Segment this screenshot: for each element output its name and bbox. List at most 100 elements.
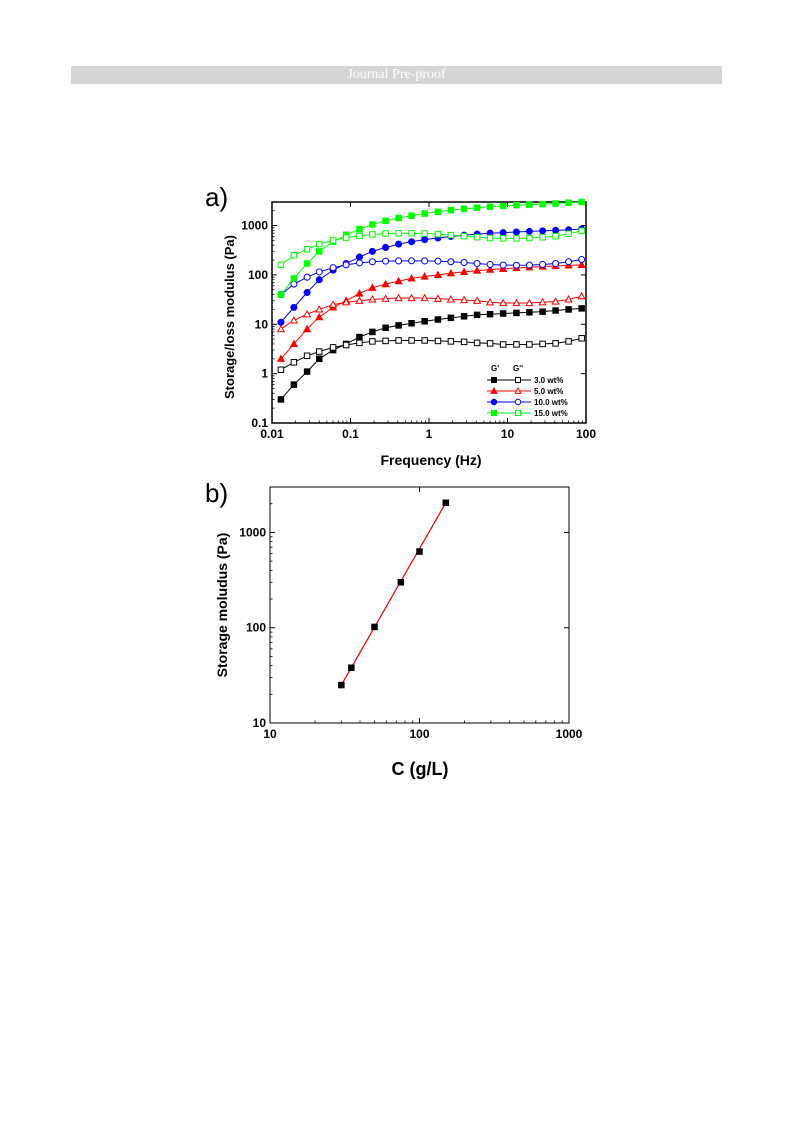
data-point [513, 235, 520, 242]
data-point [381, 279, 390, 288]
data-point [303, 352, 311, 360]
legend-label: 10.0 wt% [534, 398, 568, 407]
data-point [447, 338, 455, 345]
data-point [342, 234, 350, 241]
y-tick-label: 100 [248, 268, 268, 282]
data-point [315, 276, 323, 284]
data-point [526, 234, 533, 242]
data-point [369, 328, 376, 336]
data-point [328, 300, 338, 308]
data-point [499, 202, 507, 210]
data-point [539, 200, 546, 208]
data-point [355, 259, 363, 267]
data-point [434, 337, 442, 345]
x-tick-label: 0.1 [342, 427, 359, 441]
panel-a-legend: G' G'' 3.0 wt% 5.0 wt% 10.0 wt% 15.0 wt% [487, 364, 568, 418]
data-point [382, 337, 389, 345]
panel-b-x-axis-title: C (g/L) [392, 759, 449, 779]
data-point [277, 366, 285, 373]
data-point [446, 268, 456, 277]
panel-b-y-axis-title: Storage moludus (Pa) [214, 533, 230, 678]
data-point [408, 212, 415, 219]
data-point [525, 298, 534, 307]
data-point [356, 333, 363, 341]
data-point [303, 273, 311, 281]
data-point [408, 337, 415, 344]
data-point [486, 234, 494, 242]
legend-marker-gpp [515, 377, 521, 383]
data-point [421, 236, 429, 244]
data-point [315, 268, 323, 276]
data-point [565, 338, 572, 345]
data-point [341, 297, 351, 306]
panel-a-label: a) [205, 182, 228, 212]
x-tick-label: 1 [426, 427, 433, 441]
data-point [486, 260, 494, 268]
data-point [459, 295, 469, 304]
data-point [565, 199, 572, 206]
data-point [416, 548, 423, 555]
data-point [303, 260, 311, 267]
legend-label: 15.0 wt% [534, 409, 568, 418]
data-point [526, 309, 533, 316]
data-point [513, 201, 520, 209]
data-point [525, 227, 533, 235]
data-point [356, 339, 363, 347]
data-point [460, 232, 468, 240]
data-point [447, 206, 455, 214]
data-point [539, 227, 547, 235]
data-point [485, 265, 495, 273]
y-tick-label: 1 [261, 367, 268, 381]
data-point [551, 297, 560, 305]
data-point [316, 348, 323, 355]
data-point [552, 340, 559, 347]
x-tick-label: 100 [576, 427, 596, 441]
data-point [578, 335, 585, 342]
series-3-0-wt-storage [277, 305, 585, 403]
data-point [277, 318, 285, 326]
data-point [433, 294, 443, 302]
data-point [460, 259, 468, 267]
data-point [407, 274, 416, 282]
data-point [499, 235, 507, 242]
data-point [473, 204, 481, 211]
legend-marker-gpp [514, 386, 522, 394]
data-point [290, 252, 298, 259]
data-point [382, 243, 390, 251]
data-point [395, 214, 402, 222]
data-point [539, 260, 547, 268]
data-point [368, 247, 376, 255]
series-line-15-0-wt-loss [280, 230, 582, 266]
data-point [485, 297, 495, 306]
legend-marker-gpp [515, 410, 521, 416]
data-point [329, 264, 337, 272]
legend-marker-gpp [514, 398, 522, 406]
data-point [408, 319, 415, 327]
legend-label: 5.0 wt% [534, 387, 563, 396]
data-point [369, 231, 376, 238]
data-point [303, 246, 311, 253]
data-point [395, 229, 402, 237]
legend-row-10-0-wt: 10.0 wt% [487, 398, 568, 407]
data-point [408, 238, 416, 246]
data-point [578, 198, 585, 206]
data-point [369, 338, 376, 345]
data-point [565, 306, 572, 313]
data-point [499, 310, 507, 317]
data-point [342, 341, 350, 349]
data-point [472, 266, 482, 274]
data-point [460, 338, 468, 346]
data-point [512, 228, 520, 236]
data-point [371, 623, 378, 631]
data-point [434, 257, 442, 265]
data-point [368, 258, 376, 266]
data-point [329, 237, 337, 244]
data-point [421, 337, 428, 344]
data-point [473, 260, 481, 268]
data-point [539, 308, 546, 315]
data-point [382, 324, 389, 332]
x-tick-label: 10 [501, 427, 515, 441]
legend-row-3-0-wt: 3.0 wt% [487, 376, 563, 385]
data-point [447, 314, 455, 322]
